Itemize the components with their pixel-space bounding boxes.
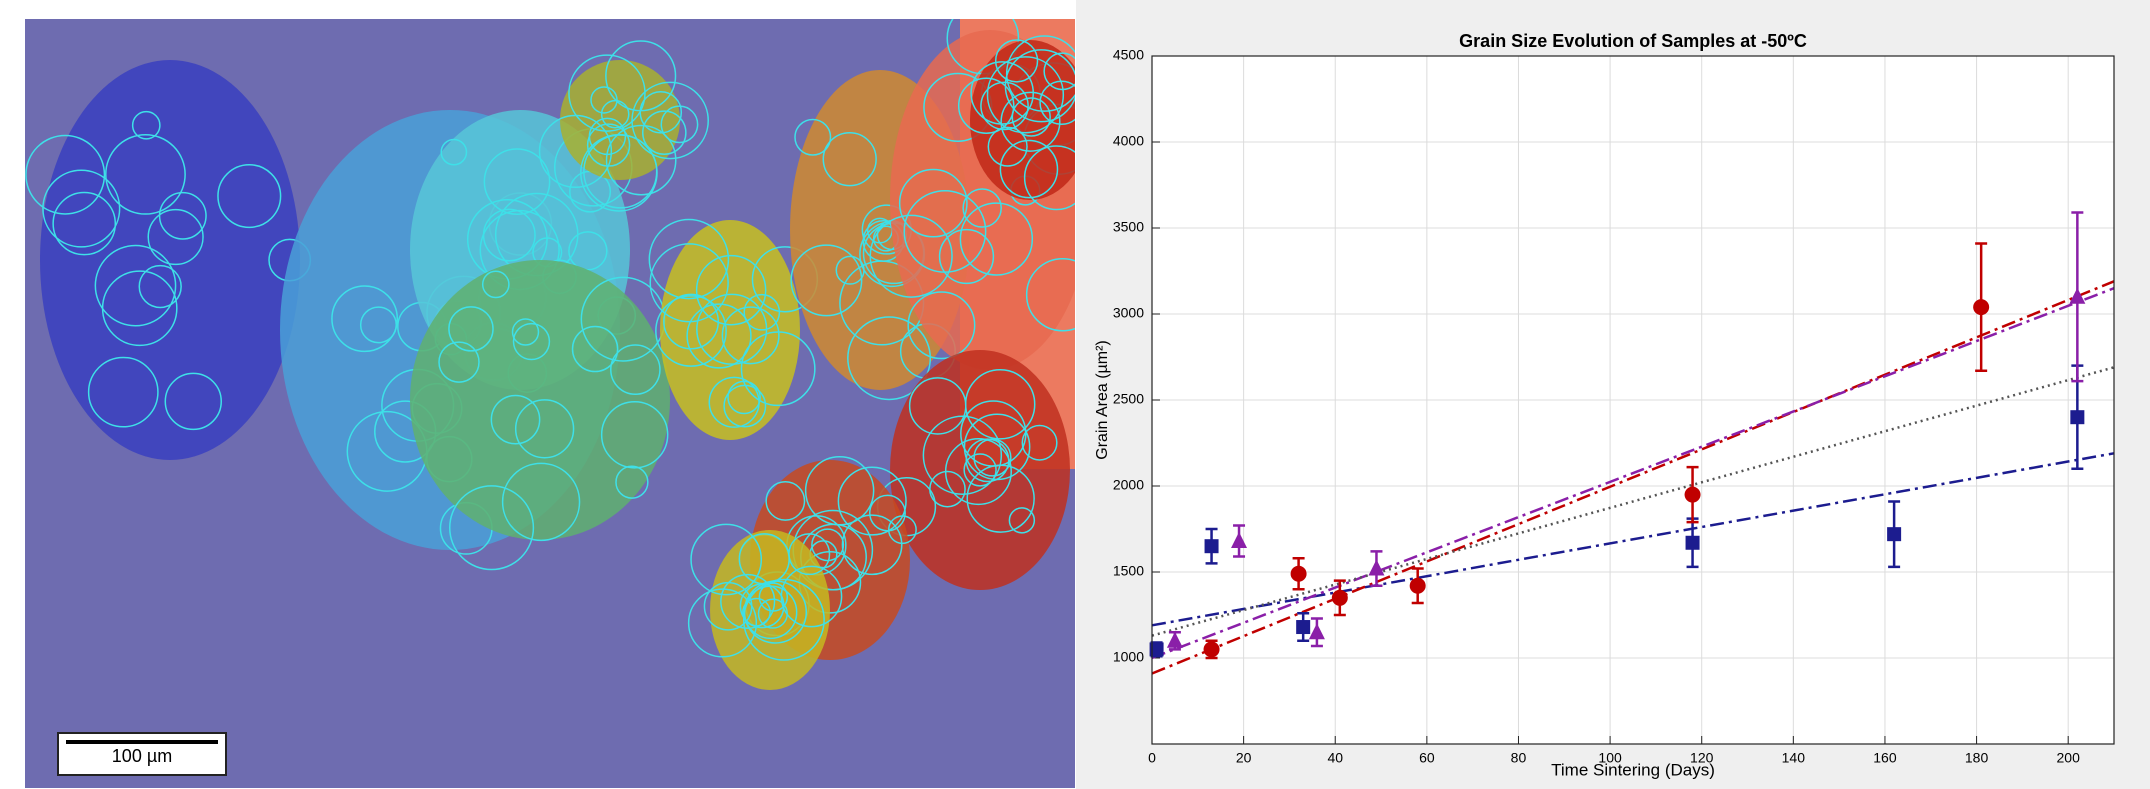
x-tick-label: 0 bbox=[1148, 750, 1156, 766]
data-point bbox=[1205, 539, 1219, 553]
data-point bbox=[1204, 641, 1220, 657]
data-point bbox=[2070, 410, 2084, 424]
y-tick-label: 2500 bbox=[1113, 391, 1144, 407]
data-point bbox=[1686, 536, 1700, 550]
x-tick-label: 140 bbox=[1782, 750, 1806, 766]
y-tick-label: 4000 bbox=[1113, 133, 1144, 149]
y-tick-label: 2000 bbox=[1113, 477, 1144, 493]
y-tick-label: 1000 bbox=[1113, 649, 1144, 665]
y-tick-label: 3500 bbox=[1113, 219, 1144, 235]
x-tick-label: 180 bbox=[1965, 750, 1989, 766]
x-tick-label: 200 bbox=[2057, 750, 2081, 766]
x-tick-label: 160 bbox=[1873, 750, 1897, 766]
y-axis-label: Grain Area (µm²) bbox=[1094, 340, 1111, 459]
scale-bar-label: 100 µm bbox=[112, 746, 172, 766]
data-point bbox=[1685, 487, 1701, 503]
grain-cluster bbox=[40, 60, 300, 460]
y-tick-label: 3000 bbox=[1113, 305, 1144, 321]
data-point bbox=[1973, 299, 1989, 315]
y-tick-label: 4500 bbox=[1113, 47, 1144, 63]
y-tick-label: 1500 bbox=[1113, 563, 1144, 579]
x-tick-label: 80 bbox=[1511, 750, 1527, 766]
x-tick-label: 40 bbox=[1327, 750, 1343, 766]
figure: 100 µm Grain Size Evolution of Samples a… bbox=[0, 0, 2150, 789]
x-tick-label: 100 bbox=[1598, 750, 1622, 766]
data-point bbox=[1887, 527, 1901, 541]
x-tick-label: 20 bbox=[1236, 750, 1252, 766]
x-tick-label: 120 bbox=[1690, 750, 1714, 766]
data-point bbox=[1332, 590, 1348, 606]
x-tick-label: 60 bbox=[1419, 750, 1435, 766]
micrograph bbox=[25, 2, 1099, 788]
chart-title: Grain Size Evolution of Samples at -50ºC bbox=[1459, 31, 1807, 51]
data-point bbox=[1291, 566, 1307, 582]
data-point bbox=[1296, 620, 1310, 634]
data-point bbox=[1410, 578, 1426, 594]
